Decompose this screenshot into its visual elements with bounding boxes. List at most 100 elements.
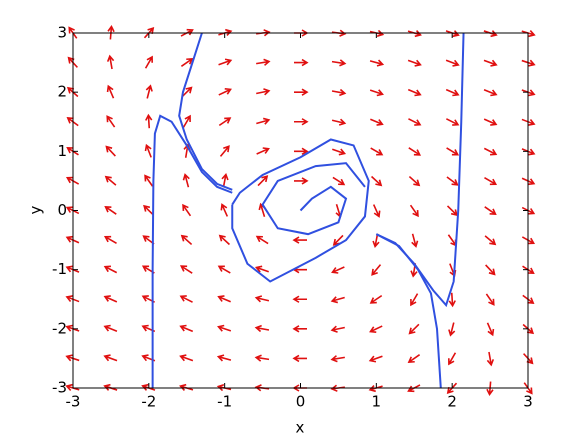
field-arrow [144,174,154,187]
field-arrow [408,175,421,187]
x-tick-label: -3 [66,393,81,411]
field-arrow [292,325,307,333]
field-arrow [256,88,271,96]
field-arrow [216,354,232,362]
field-arrow [104,205,117,215]
field-arrow [485,293,495,306]
y-tick-label: -3 [52,379,67,397]
field-arrow [330,296,345,304]
y-axis-label: y [27,205,45,214]
field-arrow [145,113,153,129]
field-arrow [257,175,269,187]
field-arrow [408,118,422,126]
field-arrow [369,294,383,304]
y-tick-label: 3 [57,24,67,42]
field-arrow [255,235,269,245]
field-arrow [294,58,309,67]
field-arrow [106,84,115,99]
trajectory [375,233,442,389]
field-arrow [331,266,345,274]
trajectory [151,114,233,388]
field-arrow [330,325,345,333]
field-arrow [368,355,383,363]
field-arrow [407,354,421,364]
field-arrow [448,352,457,366]
field-arrow [408,323,420,335]
field-arrow [483,88,498,97]
field-arrow [408,147,422,156]
trajectory [231,138,370,283]
field-arrow [179,295,193,303]
trajectory [261,162,366,236]
field-arrow [221,173,229,188]
field-arrow [448,322,456,337]
field-arrow [446,118,460,126]
field-arrow [103,354,118,362]
field-arrow [182,203,192,217]
field-arrow [484,206,497,216]
field-arrow [485,264,496,276]
field-arrow [256,117,271,125]
y-tick-label: -2 [52,319,67,337]
field-arrow [410,293,419,307]
field-arrow [218,88,232,96]
field-arrow [180,57,194,67]
field-arrow [218,58,233,66]
x-axis-label: x [296,419,305,437]
field-arrow [409,204,419,218]
field-arrow [330,355,345,363]
field-arrow [256,58,271,66]
field-arrow [181,86,193,98]
x-tick-label: 0 [296,393,306,411]
field-arrow [144,143,152,158]
field-arrow [292,354,307,363]
x-tick-label: -1 [217,393,232,411]
field-arrow [407,88,422,97]
field-arrow [445,88,460,97]
trajectory [178,32,233,191]
field-arrow [486,322,495,337]
field-arrow [372,233,380,248]
field-arrow [179,324,194,333]
field-arrow [256,147,270,155]
field-arrow [484,176,498,186]
field-arrow [254,354,270,362]
field-arrow [486,351,495,367]
field-arrow [331,59,347,67]
field-arrow [182,114,191,128]
field-arrow [254,295,270,303]
field-arrow [182,173,190,188]
field-arrow [369,89,384,97]
field-arrow [218,234,230,246]
field-arrow [294,118,309,126]
x-tick-label: 3 [523,393,533,411]
field-arrow [483,118,498,126]
field-arrow [180,234,193,246]
field-arrow [294,88,309,96]
field-arrow [219,145,230,157]
field-arrow [179,265,193,274]
field-arrow [106,54,115,70]
field-arrow [105,145,116,157]
field-arrow [483,147,498,156]
field-arrow [369,59,385,67]
field-arrow [103,265,118,274]
field-arrow [446,147,460,156]
field-arrow [332,176,346,186]
field-arrow [371,175,383,187]
field-arrow [370,118,384,126]
field-arrow [446,176,459,186]
field-arrow [331,88,347,97]
field-arrow [104,175,117,186]
field-arrow [217,324,232,332]
field-arrow [448,292,456,308]
field-arrow [331,118,347,126]
field-arrow [294,177,309,185]
field-arrow [217,265,231,274]
field-arrow [220,203,229,217]
field-arrow [217,295,231,303]
y-tick-label: 2 [57,83,67,101]
y-tick-label: 1 [57,142,67,160]
field-arrow [103,295,118,303]
